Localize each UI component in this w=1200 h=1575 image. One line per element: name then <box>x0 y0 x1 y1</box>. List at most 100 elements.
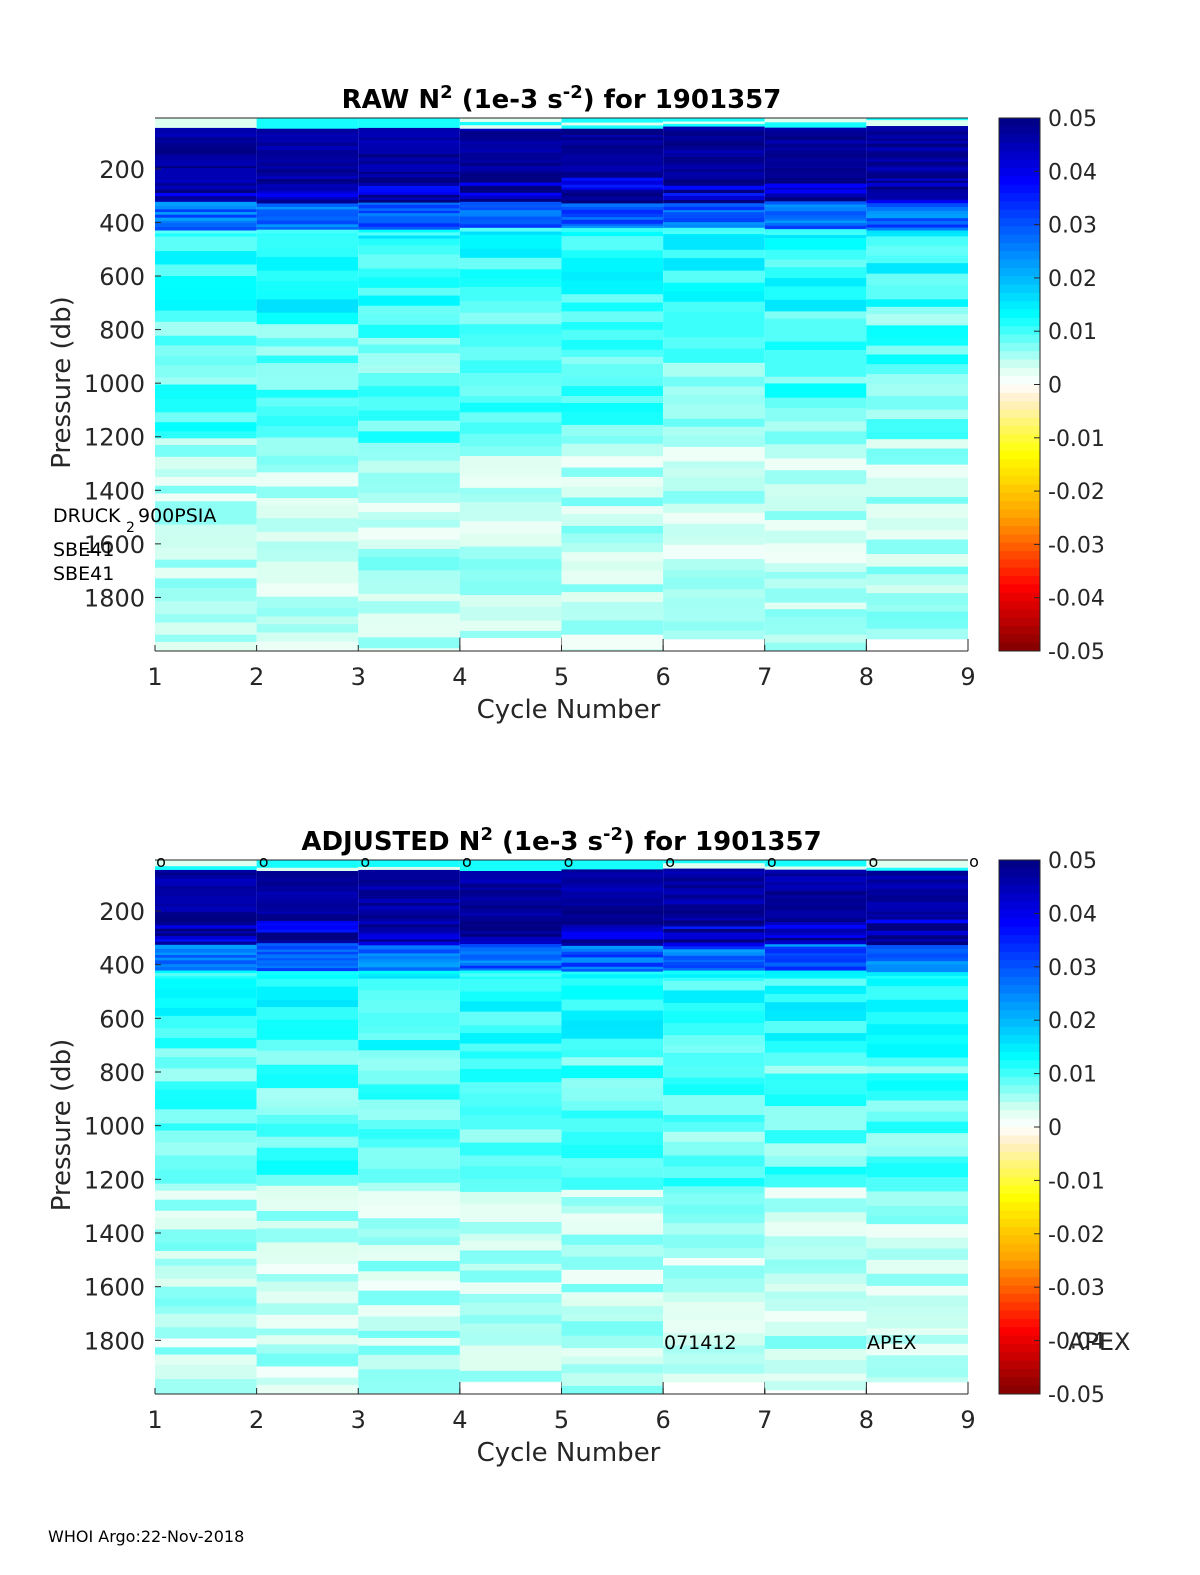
colorbar-tick-label: 0.01 <box>1048 1063 1097 1088</box>
heatmap-cell <box>155 1142 257 1156</box>
heatmap-cell <box>561 456 664 468</box>
heatmap-cell <box>256 1344 359 1354</box>
colorbar-swatch <box>999 860 1040 869</box>
heatmap-cell <box>358 157 460 162</box>
heatmap-cell <box>459 165 562 170</box>
heatmap-cell <box>358 171 460 175</box>
heatmap-cell <box>256 1264 359 1275</box>
heatmap-cell <box>866 224 968 228</box>
heatmap-cell <box>866 448 968 458</box>
heatmap-cell <box>663 312 765 325</box>
heatmap-cell <box>358 939 460 942</box>
heatmap-cell <box>561 340 664 351</box>
colorbar-swatch <box>999 151 1040 161</box>
heatmap-cell <box>459 494 562 503</box>
heatmap-cell <box>459 476 562 489</box>
heatmap-cell <box>459 160 562 164</box>
colorbar-swatch <box>999 1193 1040 1203</box>
heatmap-cell <box>561 177 664 182</box>
heatmap-cell <box>256 406 359 417</box>
heatmap-cell <box>663 362 765 378</box>
heatmap-cell <box>866 1121 968 1134</box>
colorbar-swatch <box>999 1026 1040 1036</box>
heatmap-cell <box>256 206 359 210</box>
heatmap-cell <box>866 1367 968 1378</box>
heatmap-cell <box>358 492 460 504</box>
heatmap-cell <box>358 1033 460 1041</box>
heatmap-cell <box>358 970 460 975</box>
heatmap-cell <box>155 146 257 151</box>
heatmap-cell <box>764 511 867 521</box>
heatmap-cell <box>764 177 867 182</box>
heatmap-cell <box>358 539 460 550</box>
heatmap-cell <box>155 909 257 913</box>
heatmap-cell <box>866 554 968 568</box>
y-tick-label: 400 <box>99 952 145 980</box>
heatmap-cell <box>561 875 664 880</box>
heatmap-cell <box>155 875 257 880</box>
heatmap-cell <box>866 263 968 275</box>
heatmap-cell <box>155 1081 257 1091</box>
heatmap-cell <box>155 220 257 224</box>
heatmap-cell <box>866 143 968 148</box>
heatmap-cell <box>155 970 257 974</box>
heatmap-cell <box>866 218 968 222</box>
colorbar-swatch <box>999 442 1040 452</box>
heatmap-cell <box>155 1354 257 1366</box>
colorbar-swatch <box>999 434 1040 444</box>
heatmap-cell <box>358 593 460 602</box>
heatmap-cell <box>155 914 257 919</box>
heatmap-cell <box>155 941 257 946</box>
heatmap-cell <box>358 277 460 289</box>
heatmap-cell <box>561 169 664 172</box>
heatmap-cell <box>663 150 765 154</box>
heatmap-cell <box>866 214 968 219</box>
heatmap-cell <box>358 189 460 193</box>
heatmap-cell <box>764 1120 867 1131</box>
heatmap-cell <box>561 349 664 358</box>
colorbar-swatch <box>999 1285 1040 1295</box>
heatmap-cell <box>866 206 968 212</box>
heatmap-cell <box>358 1391 460 1395</box>
heatmap-cell <box>358 1337 460 1347</box>
heatmap-cell <box>256 860 359 865</box>
heatmap-cell <box>358 182 460 187</box>
heatmap-cell <box>155 201 257 207</box>
heatmap-cell <box>459 927 562 932</box>
heatmap-cell <box>561 954 664 958</box>
colorbar-swatch <box>999 417 1040 427</box>
heatmap-cell <box>866 1066 968 1074</box>
heatmap-cell <box>358 254 460 269</box>
colorbar-tick-label: 0.05 <box>1048 107 1097 132</box>
colorbar-swatch <box>999 209 1040 219</box>
colorbar-swatch <box>999 317 1040 327</box>
heatmap-cell <box>663 157 765 160</box>
heatmap-cell <box>561 125 664 130</box>
heatmap-cell <box>866 1328 968 1336</box>
cycle-column-3 <box>358 118 460 652</box>
heatmap-cell <box>358 921 460 925</box>
heatmap-cell <box>459 487 562 495</box>
heatmap-cell <box>663 461 765 469</box>
colorbar-swatch <box>999 176 1040 186</box>
heatmap-cell <box>358 889 460 894</box>
heatmap-cell <box>358 648 460 652</box>
heatmap-cell <box>155 1109 257 1124</box>
heatmap-cell <box>256 1377 359 1386</box>
heatmap-cell <box>561 935 664 940</box>
heatmap-cell <box>358 235 460 239</box>
heatmap-cell <box>155 534 257 549</box>
heatmap-cell <box>764 912 867 916</box>
heatmap-cell <box>358 945 460 950</box>
heatmap-cell <box>358 556 460 571</box>
heatmap-cell <box>561 1010 664 1021</box>
heatmap-cell <box>256 867 359 872</box>
heatmap-cell <box>663 536 765 546</box>
colorbar-swatch <box>999 501 1040 510</box>
heatmap-cell <box>561 634 664 650</box>
heatmap-cell <box>663 139 765 144</box>
heatmap-cell <box>866 1215 968 1225</box>
heatmap-cell <box>561 165 664 170</box>
heatmap-cell <box>663 1265 765 1280</box>
heatmap-cell <box>256 518 359 533</box>
